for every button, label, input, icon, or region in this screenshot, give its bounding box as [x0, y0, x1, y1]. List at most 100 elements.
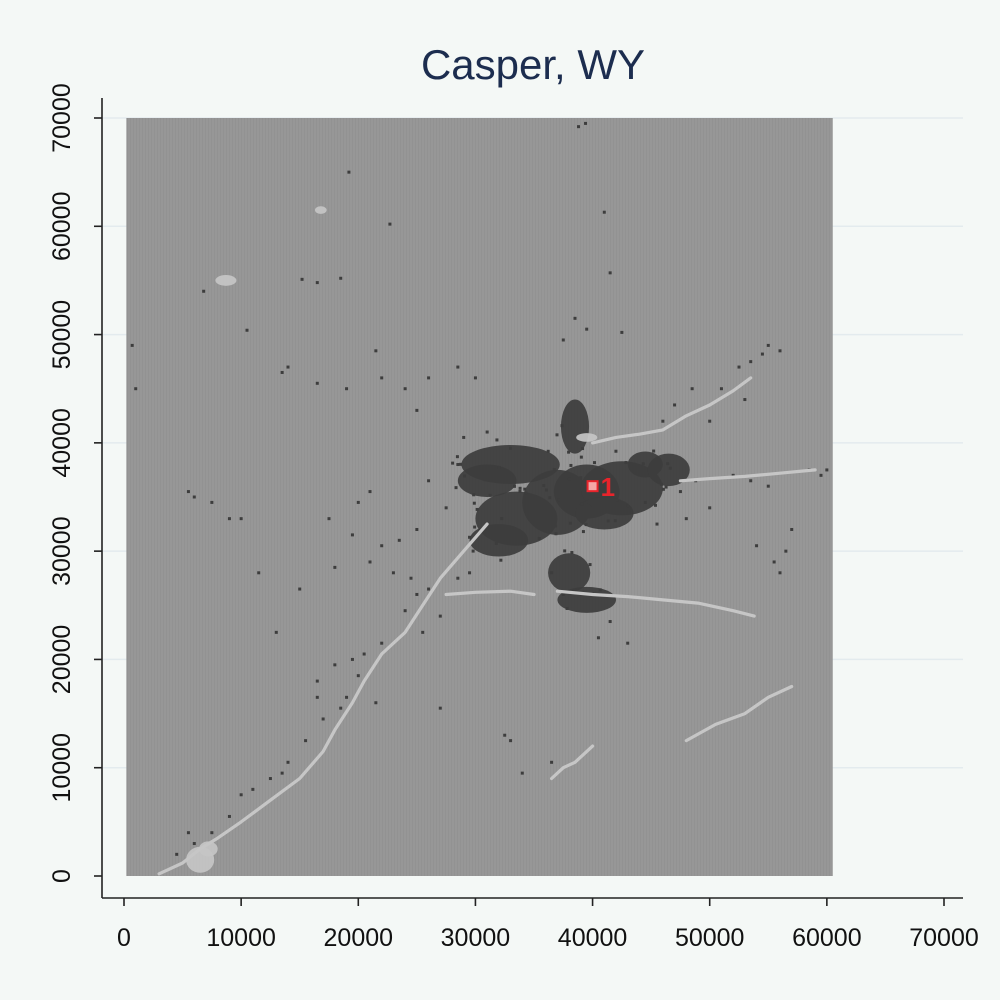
developed-scatter-point: [749, 479, 753, 483]
water-roads-line: [550, 744, 595, 781]
developed-scatter-point: [397, 538, 401, 542]
developed-scatter-point: [333, 663, 337, 667]
developed-scatter-point: [485, 430, 489, 434]
developed-scatter-point: [661, 419, 665, 423]
developed-scatter-point: [415, 408, 419, 412]
water-roads-line: [684, 684, 794, 743]
developed-scatter-point: [130, 343, 134, 347]
developed-scatter-point: [421, 630, 425, 634]
developed-scatter-point: [380, 641, 384, 645]
developed-core-blob: [575, 497, 634, 530]
developed-core-cell: [500, 517, 504, 521]
developed-scatter-point: [356, 674, 360, 678]
developed-scatter-point: [596, 636, 600, 640]
y-tick-label: 30000: [48, 516, 76, 586]
developed-core-blob: [647, 453, 690, 487]
developed-core-cell: [459, 462, 463, 466]
developed-core-cell: [499, 558, 503, 562]
developed-core-cell: [567, 477, 571, 481]
developed-scatter-point: [438, 706, 442, 710]
developed-core-cell: [472, 493, 476, 497]
developed-scatter-point: [444, 506, 448, 510]
developed-scatter-point: [456, 576, 460, 580]
developed-core-cell: [581, 447, 585, 451]
developed-scatter-point: [239, 793, 243, 797]
developed-core-cell: [664, 485, 668, 489]
developed-core-cell: [593, 461, 597, 465]
developed-scatter-point: [719, 387, 723, 391]
developed-scatter-point: [766, 484, 770, 488]
axes: 0 10000 20000 30000 40000 50000 60000 70000 0 100…: [48, 83, 979, 952]
developed-core-cell: [468, 535, 472, 539]
location-marker-label: 1: [601, 472, 615, 502]
y-tick-label: 50000: [48, 300, 76, 370]
developed-scatter-point: [251, 787, 255, 791]
developed-scatter-point: [315, 695, 319, 699]
developed-core-cell: [552, 467, 556, 471]
developed-core-cell: [652, 449, 656, 453]
y-tick-label: 0: [48, 869, 76, 883]
developed-core-cell: [524, 491, 528, 495]
developed-scatter-point: [286, 365, 290, 369]
developed-core-cell: [554, 532, 558, 536]
developed-scatter-point: [778, 571, 782, 575]
developed-scatter-point: [298, 587, 302, 591]
developed-core-cell: [560, 424, 564, 428]
developed-scatter-point: [577, 125, 581, 129]
developed-scatter-point: [415, 527, 419, 531]
developed-scatter-point: [620, 330, 624, 334]
developed-scatter-point: [737, 365, 741, 369]
chart-title: Casper, WY: [421, 41, 645, 88]
developed-scatter-point: [409, 576, 413, 580]
developed-scatter-point: [350, 533, 354, 537]
developed-core-cell: [654, 503, 658, 507]
y-tick-label: 10000: [48, 733, 76, 803]
developed-scatter-point: [690, 387, 694, 391]
developed-scatter-point: [368, 490, 372, 494]
developed-scatter-point: [708, 506, 712, 510]
developed-scatter-point: [362, 652, 366, 656]
developed-scatter-point: [585, 327, 589, 331]
developed-scatter-point: [391, 571, 395, 575]
developed-scatter-point: [315, 281, 319, 285]
x-tick-label: 10000: [206, 924, 276, 952]
x-tick-label: 30000: [441, 924, 511, 952]
developed-scatter-point: [608, 620, 612, 624]
developed-core-cell: [579, 455, 583, 459]
developed-core-cell: [568, 521, 572, 525]
developed-scatter-point: [227, 814, 231, 818]
location-marker: [586, 480, 599, 493]
developed-scatter-point: [175, 852, 179, 856]
developed-scatter-point: [192, 842, 196, 846]
developed-core-cell: [518, 489, 522, 493]
developed-scatter-point: [509, 739, 513, 743]
developed-scatter-point: [626, 641, 630, 645]
developed-scatter-point: [315, 679, 319, 683]
developed-core-blob: [457, 464, 517, 497]
developed-scatter-point: [584, 121, 588, 125]
developed-scatter-point: [374, 701, 378, 705]
developed-scatter-point: [550, 571, 554, 575]
y-tick-label: 40000: [48, 408, 76, 478]
developed-scatter-point: [347, 170, 351, 174]
developed-scatter-point: [227, 517, 231, 521]
developed-scatter-point: [274, 630, 278, 634]
water-roads-line: [555, 589, 756, 618]
developed-scatter-point: [239, 517, 243, 521]
developed-core-cell: [555, 433, 559, 437]
developed-scatter-point: [462, 435, 466, 439]
developed-scatter-point: [403, 387, 407, 391]
developed-core-cell: [581, 530, 585, 534]
x-tick-label: 20000: [324, 924, 394, 952]
developed-scatter-point: [825, 468, 829, 472]
developed-scatter-point: [438, 614, 442, 618]
developed-scatter-point: [550, 760, 554, 764]
developed-scatter-point: [509, 446, 513, 450]
developed-scatter-point: [468, 571, 472, 575]
developed-scatter-point: [245, 328, 249, 332]
developed-scatter-point: [339, 276, 343, 280]
developed-core-cell: [473, 525, 477, 529]
developed-core-cell: [661, 487, 665, 491]
developed-scatter-point: [415, 592, 419, 596]
